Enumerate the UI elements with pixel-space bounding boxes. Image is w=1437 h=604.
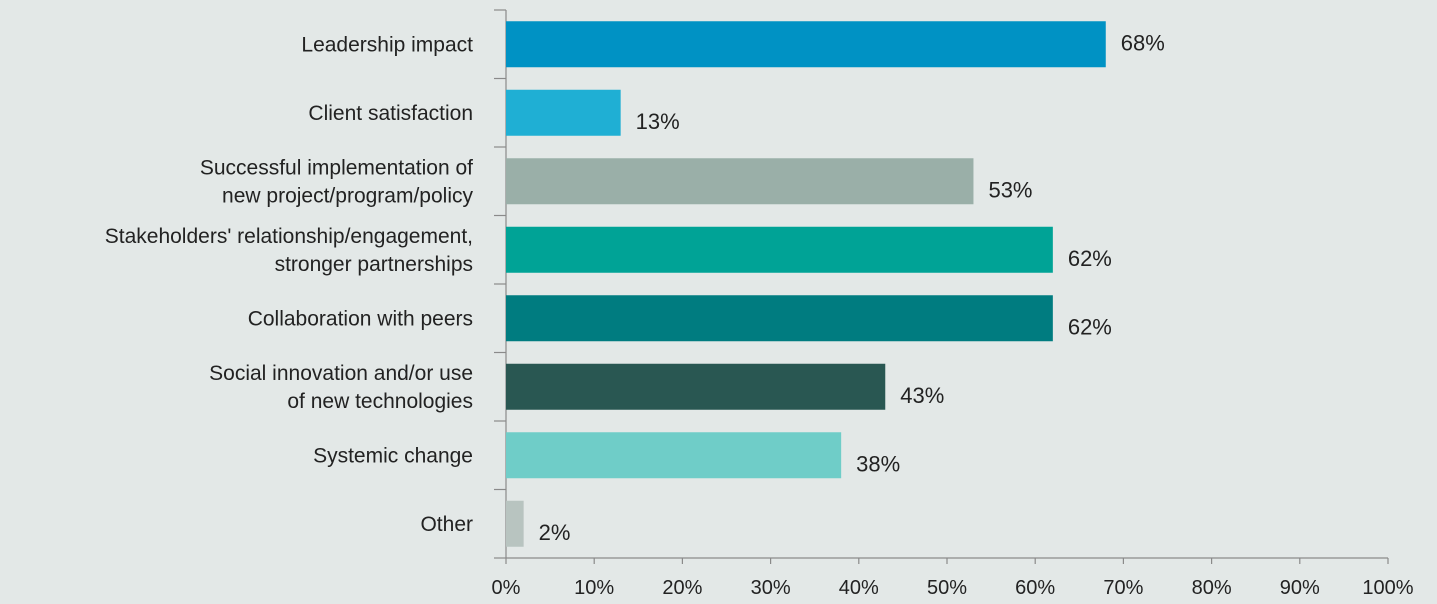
data-label: 43% [900, 383, 944, 408]
x-tick-label: 90% [1280, 577, 1320, 599]
bar [506, 500, 524, 547]
x-tick-label: 50% [927, 577, 967, 599]
y-axis [494, 9, 507, 559]
x-tick-label: 70% [1103, 577, 1143, 599]
x-tick-label: 10% [574, 577, 614, 599]
category-label: Leadership impact [301, 33, 473, 56]
x-tick-label: 20% [662, 577, 702, 599]
bar [506, 89, 621, 136]
value-labels: 68% 13% 53% 62% 62% 43% 38% 2% [539, 30, 1165, 545]
bar [506, 226, 1053, 273]
bars [506, 21, 1106, 547]
category-label: Systemic change [313, 444, 473, 467]
category-label: Successful implementation of new project/… [200, 156, 474, 207]
bar [506, 21, 1106, 68]
data-label: 53% [988, 177, 1032, 202]
category-label: Other [420, 513, 473, 536]
x-axis: 0% 10% 20% 30% 40% 50% 60% 70% 80% 90% 100% [492, 557, 1414, 599]
x-tick-label: 80% [1192, 577, 1232, 599]
x-tick-label: 100% [1362, 577, 1413, 599]
category-label: Social innovation and/or use of new techn… [209, 362, 473, 413]
bar [506, 158, 974, 205]
data-label: 62% [1068, 246, 1112, 271]
bar [506, 295, 1053, 342]
x-tick-label: 30% [751, 577, 791, 599]
bar [506, 363, 886, 410]
category-label: Client satisfaction [308, 102, 473, 125]
x-tick-label: 0% [492, 577, 521, 599]
data-label: 38% [856, 451, 900, 476]
x-tick-label: 60% [1015, 577, 1055, 599]
data-label: 2% [539, 520, 571, 545]
category-label: Stakeholders' relationship/engagement, st… [105, 225, 473, 276]
bar [506, 432, 842, 479]
data-label: 68% [1121, 30, 1165, 55]
data-label: 13% [636, 109, 680, 134]
category-labels: Leadership impact Client satisfaction Succ… [105, 33, 474, 536]
data-label: 62% [1068, 314, 1112, 339]
category-label: Collaboration with peers [248, 307, 473, 330]
x-tick-label: 40% [839, 577, 879, 599]
